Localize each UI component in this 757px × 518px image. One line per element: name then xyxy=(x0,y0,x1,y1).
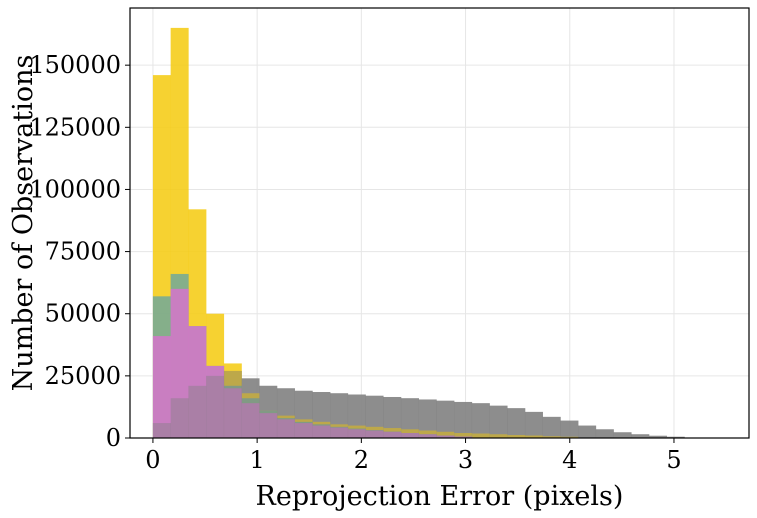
histogram-bar xyxy=(259,385,278,438)
histogram-bar xyxy=(152,336,171,438)
histogram-bar xyxy=(454,401,473,438)
x-tick-label: 5 xyxy=(666,446,681,474)
histogram-bar xyxy=(170,288,189,438)
histogram-bar xyxy=(330,393,349,438)
histogram-bar xyxy=(206,365,225,438)
histogram-bar xyxy=(383,431,402,438)
histogram-bar xyxy=(400,398,419,438)
grid xyxy=(130,8,749,439)
histogram-bar xyxy=(188,326,207,438)
histogram-bar xyxy=(578,425,597,438)
histogram-bar xyxy=(631,434,650,438)
histogram-bar xyxy=(560,420,579,438)
histogram-bar xyxy=(524,411,543,438)
histogram-bar xyxy=(276,388,295,438)
histogram-bar xyxy=(648,435,667,438)
y-axis-title: Number of Observations xyxy=(8,55,39,392)
histogram-bar xyxy=(383,396,402,438)
histogram-bar xyxy=(454,436,473,438)
x-axis-title: Reprojection Error (pixels) xyxy=(256,481,624,512)
y-tick-label: 0 xyxy=(106,424,121,452)
histogram-bar xyxy=(613,432,632,438)
histogram-bar xyxy=(471,403,490,438)
histogram-bar xyxy=(454,433,473,438)
histogram-bar xyxy=(312,425,331,438)
histogram-bar xyxy=(259,413,278,438)
histogram-bar xyxy=(241,403,260,438)
histogram-bar xyxy=(400,398,419,438)
histogram-bar xyxy=(383,396,402,438)
histogram-bar xyxy=(223,388,242,438)
plot-frame xyxy=(129,7,750,439)
x-tick-label: 1 xyxy=(249,446,264,474)
y-axis-title-group: Number of Observations xyxy=(8,55,39,392)
histogram-bar xyxy=(170,398,189,438)
histogram-bar xyxy=(524,435,543,438)
histogram-bar xyxy=(666,436,685,438)
histogram-bar xyxy=(507,408,526,438)
histogram-bar xyxy=(489,434,508,438)
histogram-bar xyxy=(613,432,632,438)
histogram-bar xyxy=(436,431,455,438)
x-tick-label: 3 xyxy=(458,446,473,474)
axis-ticks: 0 1 2 3 4 5 0 25000 50000 75000 100000 125000 150000 xyxy=(29,51,681,474)
histogram-bar xyxy=(347,429,366,438)
y-tick-label: 125000 xyxy=(29,113,121,141)
histogram-bar xyxy=(489,405,508,438)
histogram-bar xyxy=(294,423,313,438)
histogram-bar xyxy=(241,378,260,438)
histogram-bar xyxy=(365,395,384,438)
histogram-bar xyxy=(648,435,667,438)
histogram-bar xyxy=(152,423,171,438)
histogram-bar xyxy=(454,401,473,438)
histogram-bar xyxy=(507,435,526,438)
histogram-bar xyxy=(365,430,384,438)
y-tick-label: 150000 xyxy=(29,51,121,79)
histogram-bar xyxy=(418,434,437,438)
histogram-bar xyxy=(294,390,313,438)
y-tick-label: 75000 xyxy=(45,238,121,266)
histogram-bar xyxy=(418,399,437,438)
histogram-bar xyxy=(595,429,614,438)
bars xyxy=(152,27,703,438)
histogram-bar xyxy=(400,433,419,438)
histogram-bar xyxy=(560,436,579,438)
x-tick-label: 4 xyxy=(562,446,577,474)
x-tick-label: 2 xyxy=(354,446,369,474)
histogram-bar xyxy=(595,429,614,438)
histogram-bar xyxy=(631,434,650,438)
y-tick-label: 50000 xyxy=(45,300,121,328)
histogram-bar xyxy=(524,411,543,438)
histogram-bar xyxy=(560,420,579,438)
y-tick-label: 100000 xyxy=(29,175,121,203)
histogram-bar xyxy=(471,433,490,438)
series-magenta xyxy=(152,288,473,438)
histogram-bar xyxy=(436,400,455,438)
x-tick-label: 0 xyxy=(145,446,160,474)
histogram-bar xyxy=(206,375,225,438)
histogram-bar xyxy=(188,385,207,438)
histogram-bar xyxy=(347,394,366,438)
series-gray-overlay xyxy=(152,370,703,438)
histogram-bar xyxy=(542,416,561,438)
histogram-bar xyxy=(489,405,508,438)
histogram-bar xyxy=(276,419,295,438)
histogram-bar xyxy=(418,399,437,438)
histogram-bar xyxy=(312,392,331,438)
histogram-bar xyxy=(223,370,242,438)
histogram-bar xyxy=(542,436,561,438)
histogram-bar xyxy=(542,416,561,438)
histogram-bar xyxy=(666,436,685,438)
y-tick-label: 25000 xyxy=(45,362,121,390)
histogram-bar xyxy=(330,427,349,438)
histogram-bar xyxy=(507,408,526,438)
histogram-bar xyxy=(578,425,597,438)
histogram-bar xyxy=(436,435,455,438)
histogram-bar xyxy=(471,403,490,438)
histogram-bar xyxy=(436,400,455,438)
